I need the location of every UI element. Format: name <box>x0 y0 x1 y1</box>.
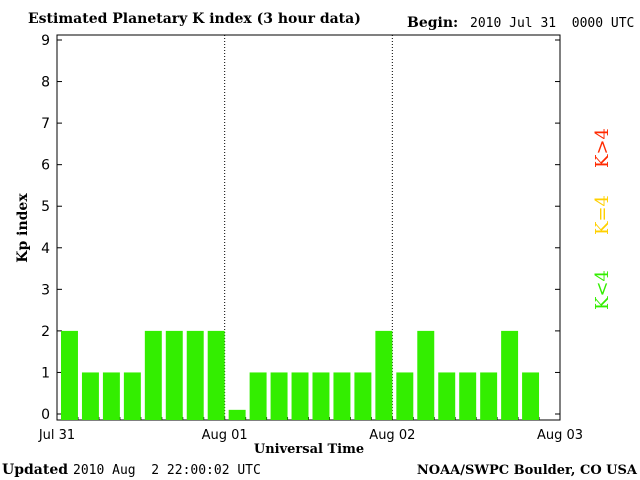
y-axis: 0 1 2 3 4 5 6 7 8 9 <box>41 33 560 423</box>
legend-k-equal-4: K=4 <box>592 195 613 235</box>
kp-bar <box>228 409 246 420</box>
kp-bar <box>438 372 456 420</box>
y-tick-label: 2 <box>41 324 50 340</box>
kp-bar <box>144 330 162 420</box>
y-tick-label: 9 <box>41 33 50 49</box>
kp-bar <box>522 372 540 420</box>
kp-bar <box>249 372 267 420</box>
begin-label: Begin: <box>407 15 458 31</box>
y-tick-label: 8 <box>41 75 50 91</box>
kp-bar <box>354 372 372 420</box>
credit-text: NOAA/SWPC Boulder, CO USA <box>417 463 638 478</box>
begin-value: 2010 Jul 31 0000 UTC <box>470 16 634 31</box>
y-tick-label: 6 <box>41 158 50 174</box>
y-tick-label: 0 <box>41 407 50 423</box>
kp-bar <box>480 372 498 420</box>
kp-bar <box>417 330 435 420</box>
kp-bar <box>165 330 183 420</box>
x-tick-label: Jul 31 <box>38 428 75 443</box>
kp-bar <box>375 330 393 420</box>
x-tick-label: Aug 03 <box>537 428 583 443</box>
updated-value: 2010 Aug 2 22:00:02 UTC <box>73 463 261 478</box>
x-axis: Jul 31 Aug 01 Aug 02 Aug 03 <box>38 417 583 443</box>
kp-bar <box>186 330 204 420</box>
kp-bar <box>81 372 99 420</box>
kp-bar <box>123 372 141 420</box>
y-tick-label: 3 <box>41 282 50 298</box>
kp-bar <box>61 330 78 420</box>
day-dividers <box>224 35 393 420</box>
kp-bar <box>396 372 414 420</box>
legend-k-above-4: K>4 <box>592 128 613 168</box>
y-tick-label: 4 <box>41 241 50 257</box>
kp-bar <box>501 330 519 420</box>
kp-bar <box>102 372 120 420</box>
kp-bar <box>207 330 225 420</box>
kp-bars <box>61 330 540 420</box>
x-tick-label: Aug 02 <box>369 428 415 443</box>
updated-label: Updated <box>2 462 68 478</box>
kp-bar <box>333 372 351 420</box>
legend-k-below-4: K<4 <box>592 270 613 310</box>
kp-bar <box>312 372 330 420</box>
plot-frame <box>56 34 561 421</box>
kp-bar <box>291 372 309 420</box>
y-tick-label: 5 <box>41 199 50 215</box>
y-tick-label: 1 <box>41 365 50 381</box>
y-tick-label: 7 <box>41 116 50 132</box>
kp-bar <box>459 372 477 420</box>
y-axis-label: Kp index <box>15 193 31 263</box>
kp-bar <box>270 372 288 420</box>
x-axis-label: Universal Time <box>254 442 364 457</box>
chart-title: Estimated Planetary K index (3 hour data… <box>28 11 361 27</box>
x-tick-label: Aug 01 <box>202 428 248 443</box>
